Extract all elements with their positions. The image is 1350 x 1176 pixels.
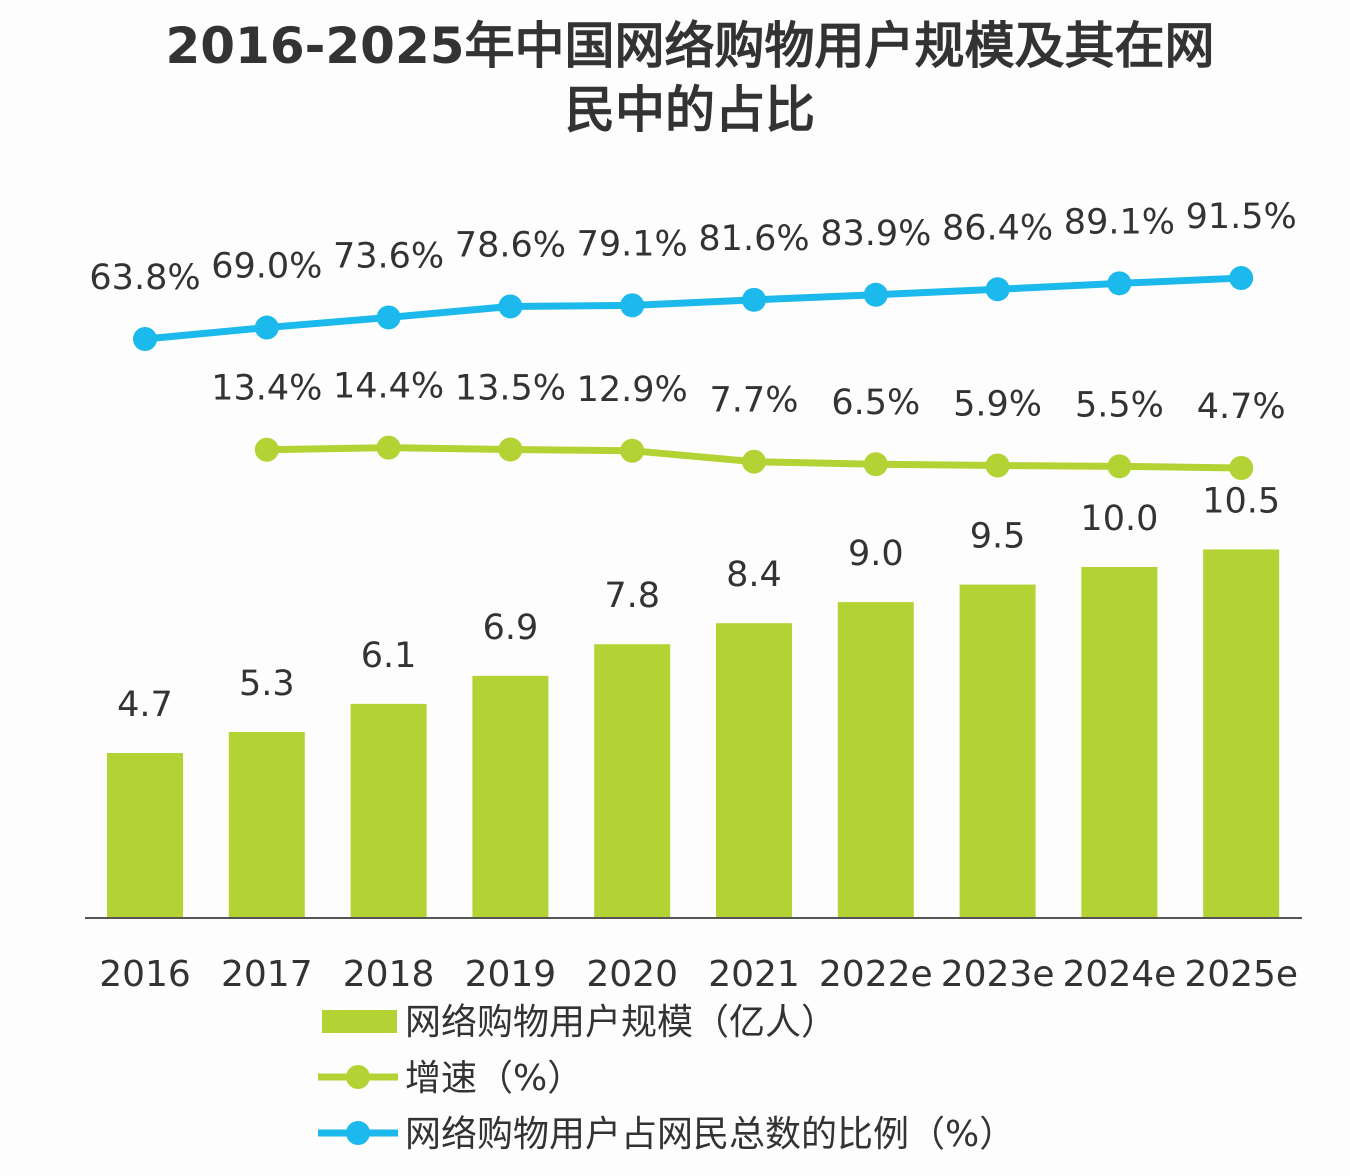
share-data-label: 91.5% [1186,197,1297,237]
title-line-2: 民中的占比 [565,81,815,139]
share-data-label: 78.6% [455,225,566,265]
growth-point [1229,456,1254,480]
legend-bar-swatch [322,1010,397,1033]
legend-share-swatch-marker [346,1121,370,1145]
share-point [620,293,645,318]
growth-data-label: 6.5% [831,383,920,423]
share-data-label: 89.1% [1064,202,1175,242]
bar-value-label: 10.5 [1202,481,1280,521]
share-data-label: 79.1% [577,224,688,264]
title-line-1: 2016-2025年中国网络购物用户规模及其在网 [165,17,1215,75]
bar-2024e [1081,567,1158,918]
bar-value-label: 4.7 [117,685,173,725]
growth-data-label: 4.7% [1197,387,1286,427]
bar-value-label: 6.9 [483,608,539,648]
bar-2016 [107,753,183,918]
bar-2025e [1203,549,1280,918]
bar-value-label: 6.1 [361,636,417,676]
legend-growth-swatch-marker [346,1065,370,1089]
x-tick-label: 2025e [1184,954,1298,995]
x-tick-label: 2017 [221,954,313,995]
legend-label-bar: 网络购物用户规模（亿人） [405,1002,837,1043]
share-point [376,305,401,330]
growth-point [985,453,1010,478]
bar-value-label: 10.0 [1080,499,1158,539]
bar-value-label: 9.5 [970,517,1026,557]
bar-value-label: 7.8 [604,576,660,616]
legend-growth-label: 增速（%） [405,1058,583,1099]
growth-point [620,438,645,463]
x-tick-label: 2016 [99,954,191,995]
bar-2017 [228,731,305,918]
chart-title: 2016-2025年中国网络购物用户规模及其在网 民中的占比 [0,14,1350,142]
growth-data-label: 13.4% [211,369,322,409]
share-data-label: 83.9% [820,214,931,254]
x-tick-label: 2022e [819,954,933,995]
x-tick-label: 2018 [343,954,435,995]
share-data-label: 73.6% [333,236,444,276]
growth-point [498,437,523,462]
growth-data-label: 13.5% [455,369,566,409]
bar-value-label: 5.3 [239,664,295,704]
growth-data-label: 5.5% [1075,385,1164,425]
share-data-label: 81.6% [698,219,809,259]
growth-point [742,449,766,474]
share-point [1107,271,1132,296]
growth-data-label: 14.4% [333,367,444,407]
bar-value-label: 9.0 [848,534,904,574]
growth-data-label: 12.9% [577,370,688,410]
share-data-label: 63.8% [89,258,200,298]
growth-data-label: 5.9% [953,384,1042,424]
share-data-label: 69.0% [211,247,322,287]
x-tick-label: 2024e [1063,954,1177,995]
share-point [863,282,888,307]
share-line [144,274,1242,343]
share-point [985,277,1010,302]
x-tick-label: 2019 [465,954,557,995]
bar-2020 [594,644,671,918]
share-point [498,294,523,319]
bar-2022e [837,602,914,918]
growth-point [863,452,888,477]
x-tick-label: 2020 [586,954,678,995]
share-point [133,327,157,351]
growth-data-label: 7.7% [710,381,799,421]
growth-point [1107,454,1132,479]
share-data-label: 86.4% [942,208,1053,248]
x-tick-label: 2023e [941,954,1055,995]
bar-2019 [472,675,549,918]
bar-2021 [716,623,792,918]
growth-point [254,437,279,462]
x-tick-label: 2021 [708,954,800,995]
legend-share-label: 网络购物用户占网民总数的比例（%） [405,1114,1015,1155]
bar-value-label: 8.4 [726,555,782,595]
share-point [742,287,766,312]
growth-point [376,435,401,460]
share-point [254,315,279,340]
bar-2023e [959,584,1036,918]
share-point [1229,266,1254,291]
bar-2018 [350,703,427,918]
